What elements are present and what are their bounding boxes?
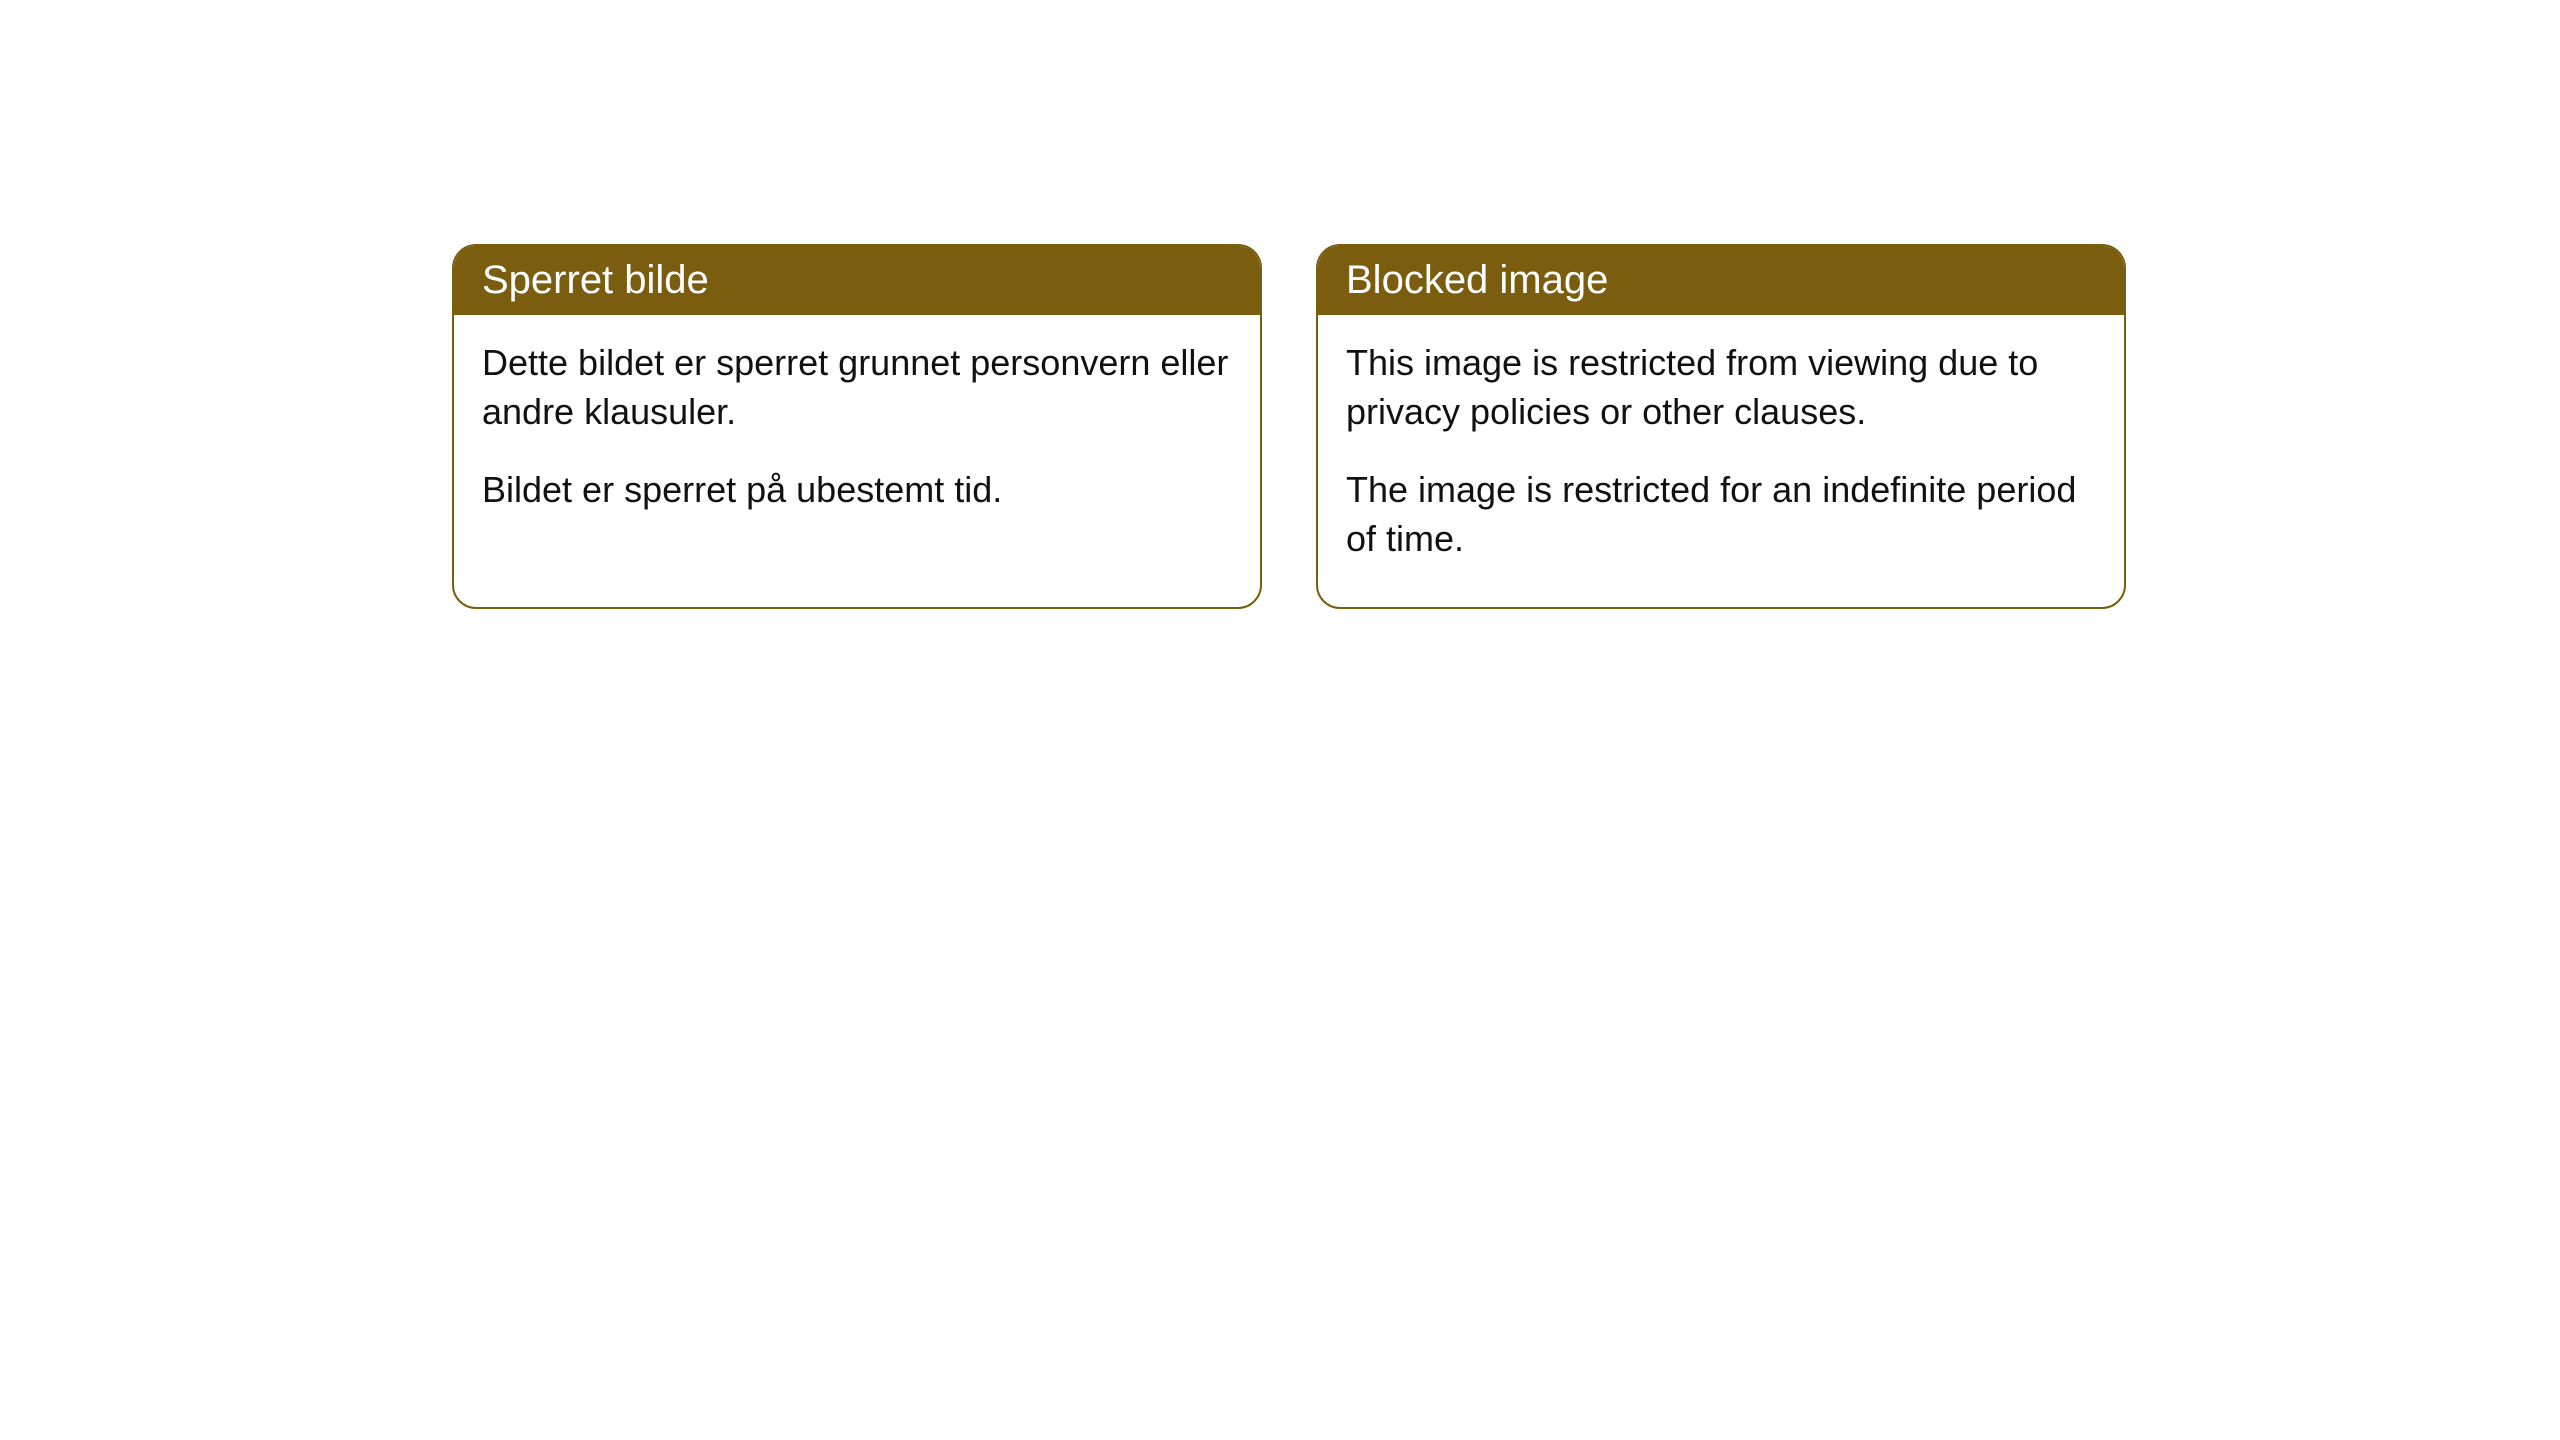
notice-paragraph: Dette bildet er sperret grunnet personve… <box>482 339 1232 436</box>
card-body: Dette bildet er sperret grunnet personve… <box>454 315 1260 559</box>
blocked-image-card-norwegian: Sperret bilde Dette bildet er sperret gr… <box>452 244 1262 609</box>
blocked-image-card-english: Blocked image This image is restricted f… <box>1316 244 2126 609</box>
notice-paragraph: The image is restricted for an indefinit… <box>1346 466 2096 563</box>
card-title: Sperret bilde <box>482 258 709 302</box>
notice-paragraph: Bildet er sperret på ubestemt tid. <box>482 466 1232 515</box>
card-body: This image is restricted from viewing du… <box>1318 315 2124 607</box>
card-header: Sperret bilde <box>454 246 1260 315</box>
card-header: Blocked image <box>1318 246 2124 315</box>
card-title: Blocked image <box>1346 258 1608 302</box>
notice-cards-container: Sperret bilde Dette bildet er sperret gr… <box>0 0 2560 609</box>
notice-paragraph: This image is restricted from viewing du… <box>1346 339 2096 436</box>
